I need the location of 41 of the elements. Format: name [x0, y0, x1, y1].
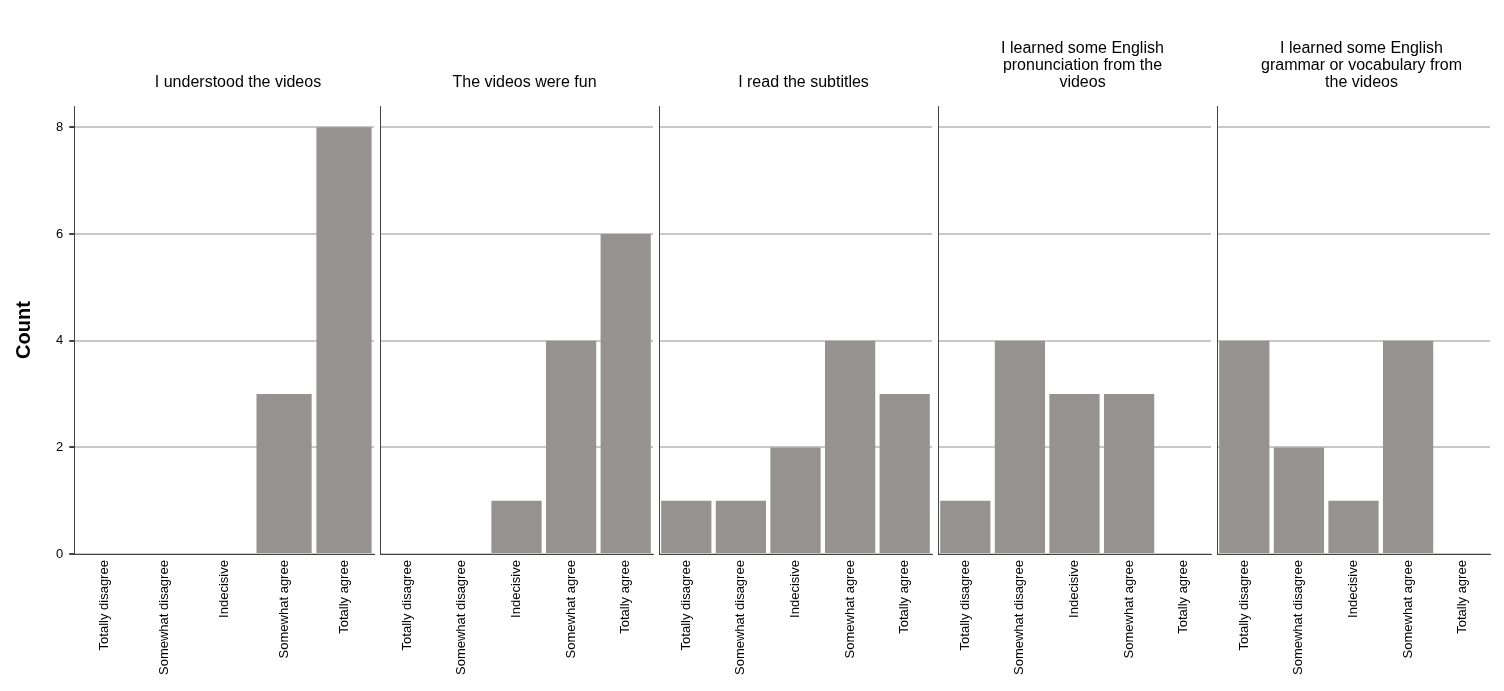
chart-title: The videos were fun: [452, 73, 597, 90]
x-tick-label: Totally disagree: [956, 560, 972, 651]
x-tick-label: Somewhat disagree: [155, 560, 171, 676]
x-tick-label: Somewhat disagree: [1290, 560, 1306, 676]
y-tick-label: 6: [56, 225, 64, 241]
x-tick-label: Totally disagree: [1235, 560, 1251, 651]
y-axis-title: Count: [11, 300, 34, 359]
x-tick-label: Totally agree: [1175, 560, 1191, 634]
x-tick-label: Somewhat agree: [841, 560, 857, 659]
chart-title: I read the subtitles: [738, 73, 869, 90]
bar: [661, 500, 712, 554]
x-tick-label: Indecisive: [1345, 560, 1361, 618]
x-tick-label: Somewhat agree: [1399, 560, 1415, 659]
x-tick-label: Totally agree: [1454, 560, 1470, 634]
bar: [715, 500, 767, 554]
y-tick-label: 8: [56, 118, 64, 134]
x-tick-label: Somewhat disagree: [732, 560, 748, 676]
x-tick-label: Totally disagree: [95, 560, 111, 651]
bar: [879, 394, 930, 554]
x-tick-label: Totally agree: [335, 560, 351, 634]
x-tick-label: Indecisive: [787, 560, 803, 618]
x-tick-label: Somewhat agree: [275, 560, 291, 659]
x-tick-label: Totally disagree: [677, 560, 693, 651]
chart-title: I understood the videos: [154, 73, 322, 90]
x-tick-label: Somewhat agree: [562, 560, 578, 659]
y-tick-label: 4: [56, 332, 64, 348]
chart-title: I learned some English grammar or vocabulary from the videos: [1260, 39, 1463, 90]
bar: [770, 447, 821, 554]
x-tick-label: Indecisive: [1066, 560, 1082, 618]
x-tick-label: Indecisive: [215, 560, 231, 618]
y-tick-label: 2: [56, 438, 64, 454]
bar: [824, 340, 876, 554]
y-tick-label: 0: [56, 545, 64, 561]
x-tick-label: Totally agree: [617, 560, 633, 634]
x-tick-label: Somewhat disagree: [453, 560, 469, 676]
x-tick-label: Somewhat disagree: [1011, 560, 1027, 676]
chart-title: I learned some English pronunciation from the videos: [1000, 39, 1165, 90]
x-tick-label: Somewhat agree: [1120, 560, 1136, 659]
x-tick-label: Indecisive: [508, 560, 524, 618]
x-tick-label: Totally agree: [896, 560, 912, 634]
x-tick-label: Totally disagree: [398, 560, 414, 651]
